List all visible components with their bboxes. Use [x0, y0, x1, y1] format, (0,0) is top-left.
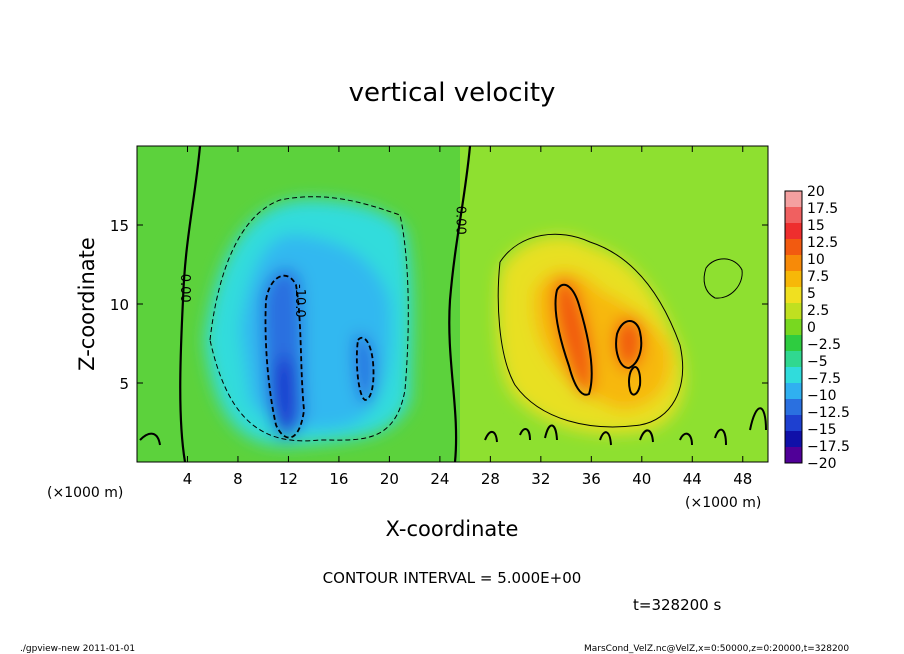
colorbar-swatch [785, 367, 802, 384]
colorbar-swatch [785, 351, 802, 368]
colorbar-label: −12.5 [807, 405, 850, 421]
x-tick-label: 24 [430, 470, 449, 488]
colorbar-label: −2.5 [807, 337, 841, 353]
colorbar-swatch [785, 303, 802, 320]
colorbar-swatch [785, 287, 802, 304]
colorbar-label: 12.5 [807, 235, 838, 251]
x-tick-label: 40 [632, 470, 651, 488]
x-axis-label: X-coordinate [386, 517, 519, 541]
velocity-field [137, 146, 768, 462]
contour-label: -10.0 [292, 284, 307, 318]
colorbar-swatch [785, 335, 802, 352]
colorbar-label: −17.5 [807, 439, 850, 455]
colorbar-swatch [785, 191, 802, 208]
y-tick-label: 10 [110, 296, 129, 314]
x-tick-label: 8 [233, 470, 243, 488]
x-tick-label: 32 [531, 470, 550, 488]
x-tick-label: 28 [481, 470, 500, 488]
colorbar-swatch [785, 271, 802, 288]
colorbar-swatch [785, 431, 802, 448]
colorbar-label: 0 [807, 320, 816, 336]
contour-label: 0.00 [452, 206, 467, 235]
footer-left: ./gpview-new 2011-01-01 [20, 644, 135, 654]
colorbar-swatch [785, 399, 802, 416]
chart-title: vertical velocity [349, 78, 556, 108]
colorbar-label: 5 [807, 286, 816, 302]
x-tick-label: 48 [733, 470, 752, 488]
colorbar-label: −5 [807, 354, 828, 370]
updraft-region [497, 236, 684, 434]
x-tick-label: 12 [279, 470, 298, 488]
contour-labels: 0.00 -10.0 0.00 [177, 206, 467, 318]
time-label: t=328200 s [633, 596, 721, 614]
colorbar-label: 10 [807, 252, 825, 268]
colorbar-swatch [785, 255, 802, 272]
y-axis: 5 10 15 [110, 217, 768, 393]
colorbar-frame [784, 190, 803, 464]
y-tick-label: 15 [110, 217, 129, 235]
x-tick-label: 4 [183, 470, 193, 488]
colorbar-swatch [785, 415, 802, 432]
x-unit-left: (×1000 m) [47, 485, 123, 501]
colorbar-label: 17.5 [807, 201, 838, 217]
x-tick-label: 44 [683, 470, 702, 488]
colorbar-swatch [785, 319, 802, 336]
colorbar-swatch [785, 207, 802, 224]
footer-right: MarsCond_VelZ.nc@VelZ,x=0:50000,z=0:2000… [584, 644, 849, 654]
x-tick-label: 16 [329, 470, 348, 488]
colorbar-label: −10 [807, 388, 837, 404]
x-unit-right: (×1000 m) [685, 495, 761, 511]
colorbar: 2017.51512.5107.552.50−2.5−5−7.5−10−12.5… [784, 184, 850, 472]
x-tick-label: 36 [582, 470, 601, 488]
y-axis-label: Z-coordinate [75, 237, 99, 371]
colorbar-label: 20 [807, 184, 825, 200]
x-tick-label: 20 [380, 470, 399, 488]
x-axis: 4 8 12 16 20 24 28 32 36 40 44 48 [183, 146, 752, 488]
colorbar-label: 2.5 [807, 303, 829, 319]
colorbar-swatch [785, 447, 802, 464]
colorbar-swatch [785, 223, 802, 240]
colorbar-label: −7.5 [807, 371, 841, 387]
colorbar-label: −20 [807, 456, 837, 472]
colorbar-label: 15 [807, 218, 825, 234]
contour-interval: CONTOUR INTERVAL = 5.000E+00 [323, 569, 582, 587]
colorbar-swatch [785, 239, 802, 256]
contour-label: 0.00 [177, 274, 192, 303]
colorbar-label: 7.5 [807, 269, 829, 285]
colorbar-label: −15 [807, 422, 837, 438]
colorbar-swatch [785, 383, 802, 400]
y-tick-label: 5 [119, 375, 129, 393]
